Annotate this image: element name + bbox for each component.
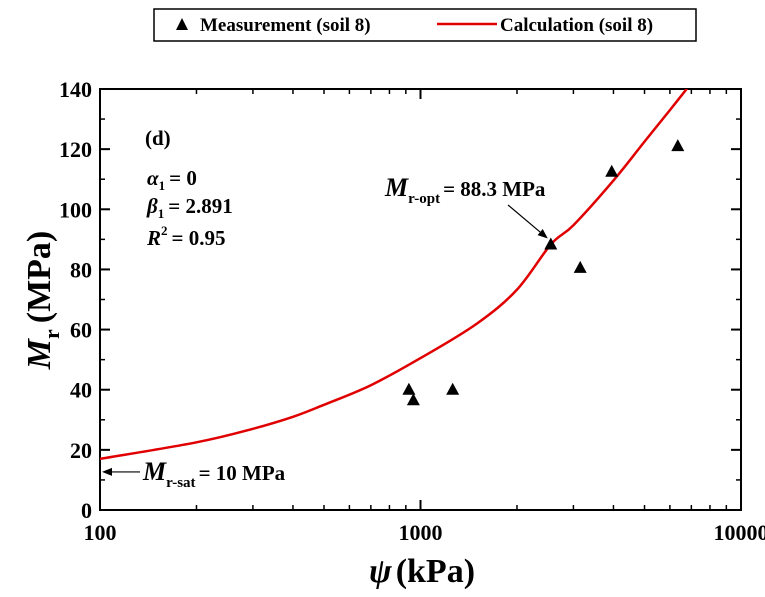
- measurement-point: [402, 382, 416, 395]
- legend: Measurement (soil 8) Calculation (soil 8…: [153, 8, 697, 42]
- mr-sat-annotation: Mr-sat = 10 MPa: [142, 457, 286, 491]
- calculation-line: [100, 89, 689, 461]
- y-axis-label: Mr(MPa): [21, 231, 64, 371]
- beta-annotation: β1 = 2.891: [146, 194, 233, 221]
- mr-opt-annotation: Mr-opt = 88.3 MPa: [384, 173, 546, 207]
- y-tick-label: 20: [70, 438, 92, 463]
- y-tick-label: 100: [59, 197, 92, 222]
- y-tick-label: 80: [70, 257, 92, 282]
- x-tick-label: 10000: [714, 520, 765, 545]
- measurement-point: [573, 260, 587, 273]
- panel-label: (d): [145, 126, 171, 150]
- measurement-points: [402, 139, 685, 406]
- y-tick-label: 40: [70, 378, 92, 403]
- legend-box: [153, 8, 697, 42]
- legend-label-measurement: Measurement (soil 8): [200, 15, 371, 36]
- x-tick-label: 100: [84, 520, 117, 545]
- mr-opt-arrowhead: [537, 228, 548, 239]
- y-tick-label: 0: [81, 498, 92, 523]
- measurement-point: [671, 139, 685, 152]
- y-tick-label: 60: [70, 318, 92, 343]
- legend-label-calculation: Calculation (soil 8): [500, 15, 653, 36]
- y-tick-label: 120: [59, 137, 92, 162]
- measurement-point: [446, 382, 460, 395]
- y-tick-label: 140: [59, 77, 92, 102]
- legend-marker-measurement: [176, 18, 188, 30]
- mr-opt-arrow: [507, 204, 541, 233]
- measurement-point: [605, 164, 619, 177]
- measurement-point: [406, 393, 420, 406]
- axis-ticks: [99, 88, 742, 511]
- measurement-point: [544, 237, 558, 250]
- mr-sat-arrowhead: [102, 467, 112, 476]
- alpha-annotation: α1 = 0: [147, 166, 197, 193]
- r2-annotation: R2 = 0.95: [146, 223, 225, 250]
- x-tick-label: 1000: [399, 520, 443, 545]
- axis-tick-labels: 0 20 40 60 80 100 120 140 100 1000 10000: [59, 77, 765, 545]
- x-axis-label: ψ (kPa): [369, 553, 475, 590]
- plot-frame: [99, 88, 742, 511]
